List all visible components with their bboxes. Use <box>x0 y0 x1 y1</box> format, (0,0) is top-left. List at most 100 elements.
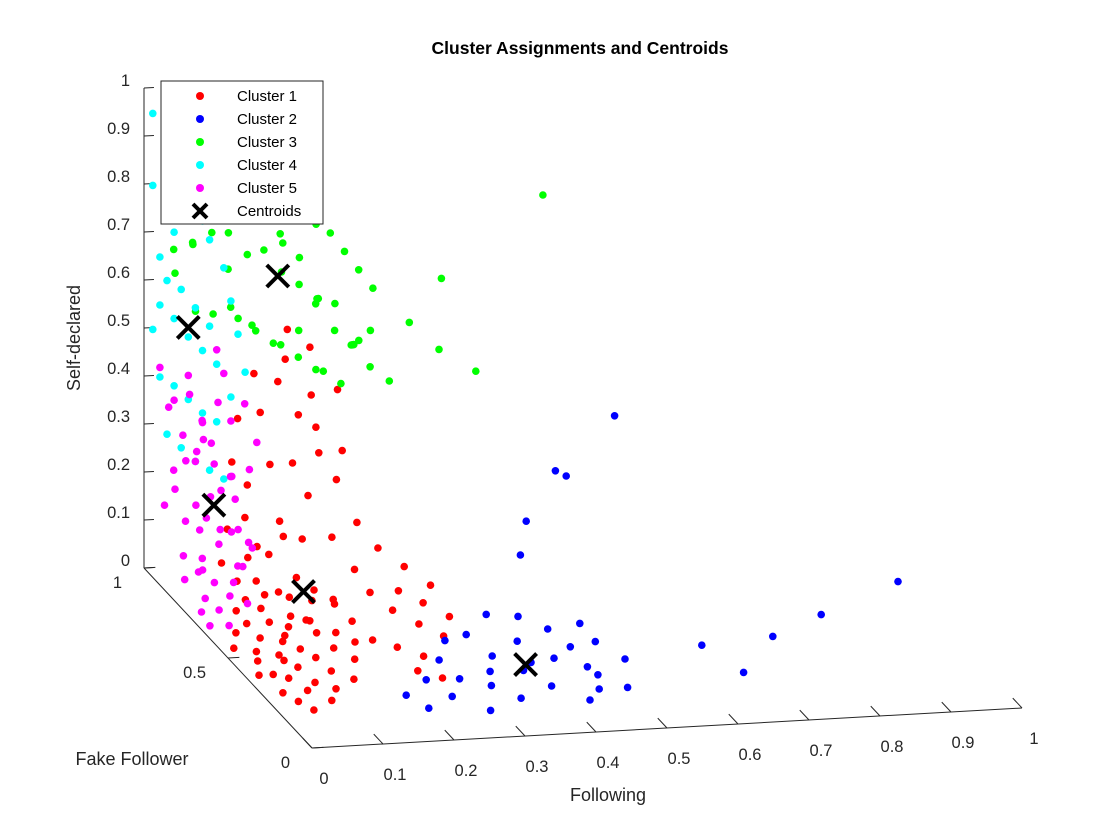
cluster-2-point <box>576 619 584 628</box>
cluster-1-point <box>274 377 282 386</box>
cluster-5-point <box>191 457 200 466</box>
cluster-3-point <box>189 240 197 249</box>
cluster-2-point <box>623 683 632 692</box>
legend-marker <box>196 138 204 146</box>
cluster-1-point <box>353 518 361 527</box>
cluster-3-point <box>366 363 374 371</box>
cluster-5-point <box>210 578 219 587</box>
cluster-1-point <box>253 657 262 665</box>
cluster-1-point <box>281 631 289 640</box>
cluster-1-point <box>414 667 422 675</box>
cluster-1-point <box>311 678 319 687</box>
cluster-1-point <box>400 562 409 571</box>
x-tick-label: 0.1 <box>384 766 407 784</box>
cluster-4-point <box>156 373 164 381</box>
z-tick-label: 0.6 <box>107 264 130 282</box>
cluster-5-point <box>216 525 224 534</box>
cluster-1-point <box>294 663 302 671</box>
cluster-1-point <box>338 446 347 455</box>
chart-title: Cluster Assignments and Centroids <box>432 38 729 58</box>
cluster-3-point <box>435 345 443 354</box>
cluster-1-point <box>315 449 323 457</box>
cluster-2-point <box>610 412 619 420</box>
cluster-1-point <box>281 355 290 364</box>
cluster-1-point <box>310 706 318 714</box>
cluster-3-point <box>312 365 320 374</box>
cluster-5-point <box>207 439 216 448</box>
cluster-3-point <box>169 245 178 254</box>
cluster-5-point <box>226 592 234 600</box>
cluster-3-point <box>437 274 446 283</box>
cluster-5-point <box>227 528 236 536</box>
cluster-2-point <box>482 610 491 619</box>
cluster-2-point <box>817 610 825 619</box>
cluster-1-point <box>280 656 288 665</box>
z-tick-mark <box>143 86 154 89</box>
cluster-1-point <box>256 408 265 417</box>
cluster-3-point <box>276 230 285 238</box>
legend-marker <box>196 92 204 100</box>
legend-marker <box>191 202 209 220</box>
cluster-5-point <box>181 517 190 525</box>
cluster-5-point <box>214 398 222 407</box>
cluster-5-point <box>180 575 189 584</box>
cluster-1-point <box>419 652 428 660</box>
x-axis-label: Following <box>570 785 646 805</box>
cluster-1-point <box>388 606 397 614</box>
cluster-2-point <box>698 641 706 649</box>
cluster-2-point <box>455 675 464 683</box>
z-tick-label: 0.5 <box>107 312 130 330</box>
cluster-5-point <box>206 622 214 630</box>
cluster-3-point <box>243 250 252 259</box>
legend-label: Cluster 4 <box>237 157 297 174</box>
cluster-5-point <box>195 526 204 534</box>
cluster-2-point <box>516 551 525 559</box>
cluster-1-point <box>257 604 265 613</box>
cluster-1-point <box>278 637 287 646</box>
cluster-3-point <box>355 336 363 345</box>
cluster-1-point <box>217 559 226 567</box>
cluster-1-point <box>333 385 342 394</box>
y-axis-label: Fake Follower <box>75 749 188 769</box>
cluster-3-point <box>369 284 377 293</box>
cluster-5-point <box>210 460 218 468</box>
x-tick-label: 0 <box>319 770 328 788</box>
cluster-1-point <box>279 689 287 697</box>
cluster-2-point <box>441 636 449 645</box>
cluster-1-point <box>438 674 447 682</box>
cluster-3-point <box>295 280 303 289</box>
cluster-1-point <box>284 623 293 631</box>
cluster-1-point <box>368 636 377 644</box>
cluster-4-point <box>227 393 235 401</box>
cluster-4-point <box>205 322 214 331</box>
cluster-1-point <box>283 325 292 334</box>
cluster-1-point <box>329 644 338 652</box>
cluster-2-point <box>517 694 525 702</box>
legend-label: Cluster 1 <box>237 88 297 105</box>
cluster-5-point <box>171 485 179 494</box>
cluster-5-point <box>179 552 188 560</box>
cluster-2-point <box>522 517 530 525</box>
cluster-4-point <box>163 430 171 439</box>
cluster-1-point <box>284 674 293 682</box>
cluster-2-point <box>488 652 497 660</box>
cluster-5-point <box>243 599 252 608</box>
cluster-1-point <box>275 517 284 525</box>
cluster-3-point <box>294 353 303 362</box>
cluster-4-point <box>149 181 157 190</box>
cluster-2-point <box>486 667 494 676</box>
cluster-2-point <box>462 630 471 639</box>
cluster-4-point <box>241 368 249 377</box>
cluster-5-point <box>244 538 253 547</box>
cluster-1-point <box>288 459 297 467</box>
cluster-4-point <box>156 253 164 261</box>
legend-entry: Cluster 2 <box>196 111 297 128</box>
cluster-1-point <box>426 581 435 589</box>
x-tick-mark <box>799 709 810 721</box>
cluster-2-point <box>586 696 594 704</box>
cluster-2-point <box>543 625 552 633</box>
cluster-3-point <box>311 300 320 308</box>
cluster-1-point <box>419 599 427 607</box>
cluster-3-point <box>209 310 217 318</box>
